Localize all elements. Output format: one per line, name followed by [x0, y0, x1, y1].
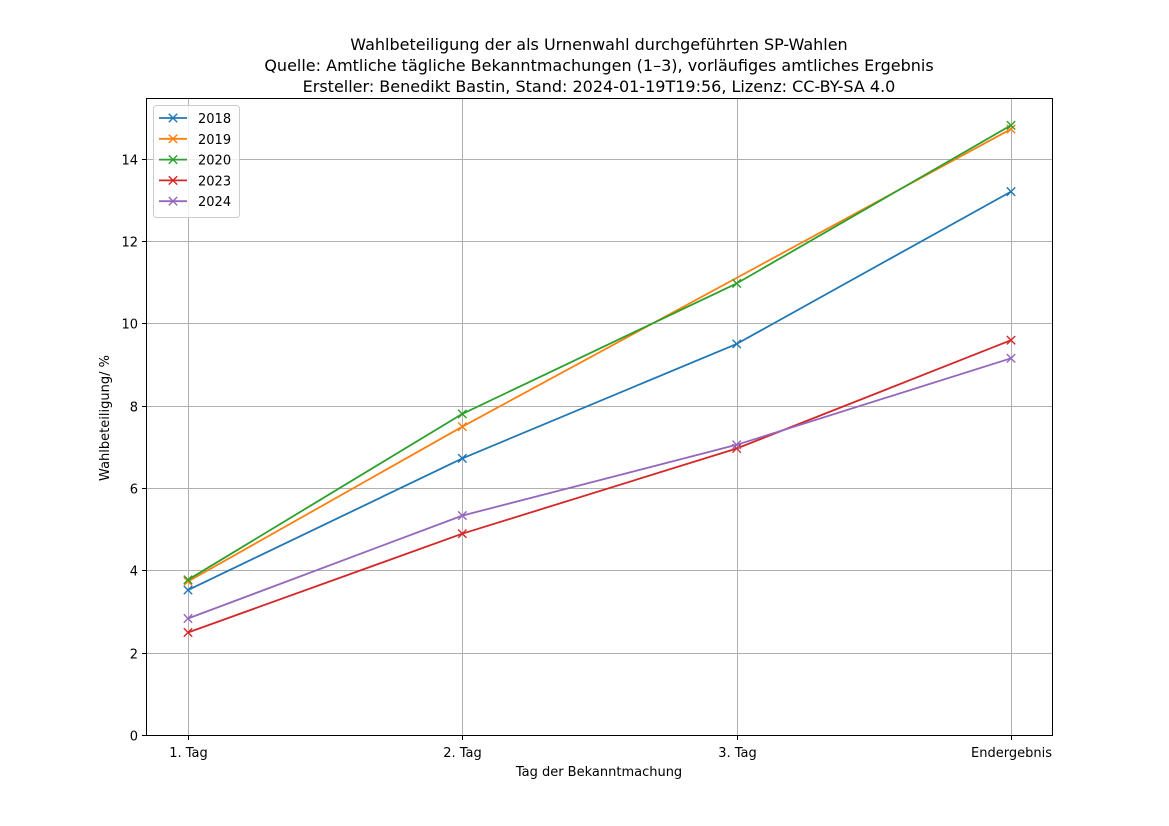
y-tick-label: 10: [121, 318, 138, 333]
series-2024: [183, 353, 1016, 624]
legend-item-2024: 2024: [159, 195, 231, 210]
legend-marker: [168, 113, 178, 123]
data-point-2023: [457, 529, 468, 539]
legend-label: 2024: [198, 195, 231, 210]
grid: [147, 99, 1052, 736]
y-tick-label: 14: [121, 154, 138, 169]
axis-ticks: 1. Tag 2. Tag 3. Tag Endergebnis 0 2 4 6 8 10 12 14: [121, 154, 1052, 762]
y-tick-label: 12: [121, 236, 138, 251]
plot-area-frame: [146, 98, 1053, 736]
legend-item-2018: 2018: [159, 112, 231, 127]
data-point-2018: [731, 339, 742, 349]
x-tick-label: Endergebnis: [971, 746, 1052, 761]
data-point-2023: [1006, 335, 1016, 345]
y-tick-label: 4: [130, 565, 138, 580]
chart-title-line-3: Ersteller: Benedikt Bastin, Stand: 2024-…: [303, 77, 896, 96]
legend-item-2019: 2019: [159, 133, 231, 148]
y-tick-label: 6: [130, 483, 138, 498]
legend-marker: [168, 196, 178, 206]
y-tick-label: 0: [130, 730, 138, 745]
legend-marker: [168, 134, 178, 144]
data-point-2018: [1006, 186, 1016, 197]
data-point-2024: [457, 510, 468, 521]
series-line-2018: [187, 190, 1012, 591]
legend-marker: [168, 175, 178, 186]
series-line-2020: [187, 124, 1012, 581]
series-layer: [183, 120, 1016, 638]
chart-title-line-1: Wahlbeteiligung der als Urnenwahl durchg…: [350, 35, 847, 54]
chart-title-line-2: Quelle: Amtliche tägliche Bekanntmachung…: [264, 56, 933, 75]
x-tick-label: 2. Tag: [443, 746, 482, 761]
data-point-2024: [1006, 353, 1016, 364]
legend-item-2020: 2020: [159, 154, 231, 169]
data-point-2020: [731, 278, 742, 289]
series-line-2023: [187, 339, 1012, 634]
data-point-2023: [183, 627, 193, 638]
x-axis-label: Tag der Bekanntmachung: [515, 765, 682, 780]
series-line-2024: [187, 357, 1012, 620]
legend: 2018 2019 2020 2023 2024: [153, 105, 240, 218]
legend-label: 2023: [198, 174, 231, 189]
data-point-2018: [457, 453, 468, 464]
series-2023: [183, 335, 1016, 638]
series-2018: [183, 186, 1016, 595]
legend-box: [153, 105, 240, 218]
data-point-2020: [183, 575, 193, 585]
legend-label: 2019: [198, 133, 231, 148]
y-tick-label: 8: [130, 401, 138, 416]
x-tick-label: 3. Tag: [718, 746, 757, 761]
legend-label: 2020: [198, 154, 231, 169]
data-point-2024: [731, 440, 742, 450]
data-point-2020: [457, 409, 468, 419]
data-point-2020: [1006, 120, 1016, 131]
legend-marker: [168, 154, 178, 165]
x-tick-label: 1. Tag: [169, 746, 208, 761]
legend-item-2023: 2023: [159, 174, 231, 189]
data-point-2018: [183, 585, 193, 595]
y-tick-label: 2: [130, 648, 138, 663]
y-axis-label: Wahlbeteiligung/ %: [98, 355, 113, 481]
data-point-2019: [457, 421, 468, 432]
data-point-2024: [183, 613, 193, 624]
series-2020: [183, 120, 1016, 585]
legend-label: 2018: [198, 112, 231, 127]
